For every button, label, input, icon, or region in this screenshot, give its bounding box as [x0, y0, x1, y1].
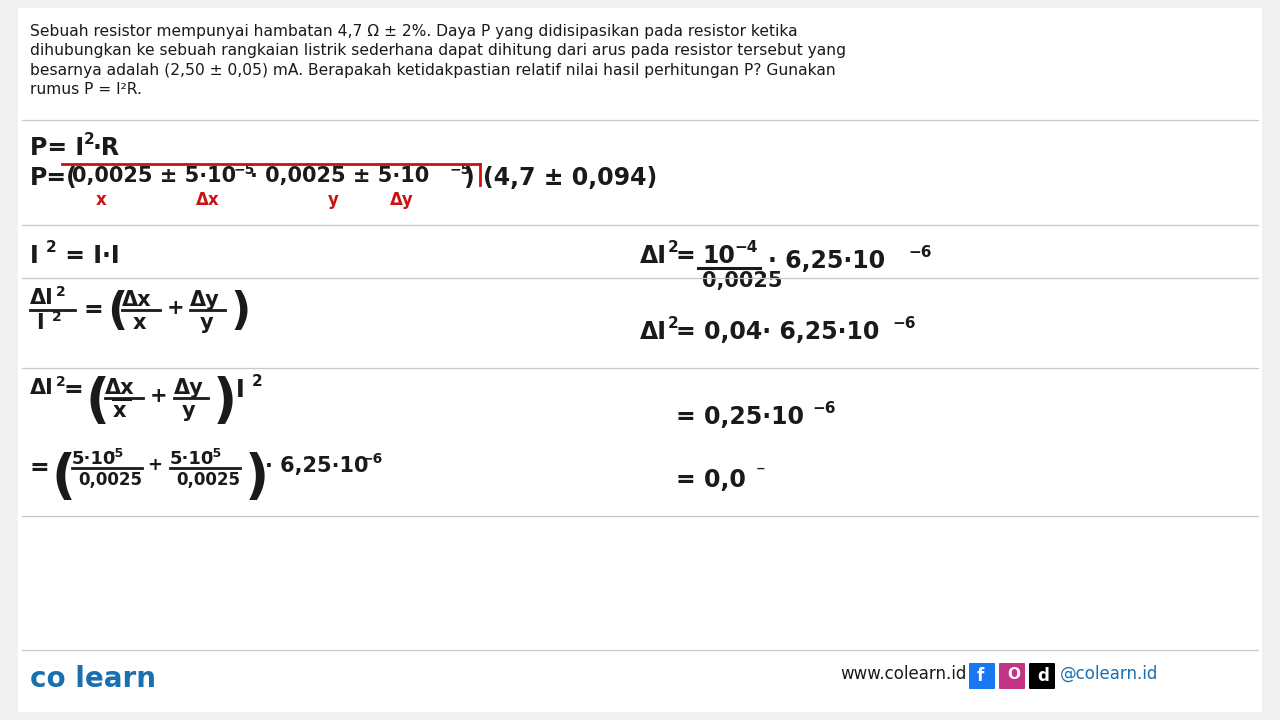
- Text: P=(: P=(: [29, 166, 78, 190]
- Text: 2: 2: [52, 310, 61, 324]
- Text: −6: −6: [812, 401, 836, 416]
- Text: 10: 10: [701, 244, 735, 268]
- Text: =: =: [64, 378, 83, 402]
- Text: Sebuah resistor mempunyai hambatan 4,7 Ω ± 2%. Daya P yang didisipasikan pada re: Sebuah resistor mempunyai hambatan 4,7 Ω…: [29, 24, 797, 39]
- Text: @colearn.id: @colearn.id: [1060, 665, 1158, 683]
- Text: · 6,25·10: · 6,25·10: [265, 456, 369, 476]
- Text: x: x: [133, 313, 146, 333]
- Text: · 6,25·10: · 6,25·10: [768, 249, 886, 273]
- Text: Δx: Δx: [196, 191, 220, 209]
- Text: P= I: P= I: [29, 136, 84, 160]
- Text: ) (4,7 ± 0,094): ) (4,7 ± 0,094): [465, 166, 657, 190]
- Text: Δx: Δx: [122, 290, 151, 310]
- Text: =: =: [84, 298, 104, 322]
- Text: =: =: [29, 456, 50, 480]
- Text: 2: 2: [84, 132, 95, 147]
- Text: +: +: [166, 298, 184, 318]
- Text: Δy: Δy: [390, 191, 413, 209]
- Text: ΔI: ΔI: [29, 378, 54, 398]
- Text: = 0,0: = 0,0: [676, 468, 746, 492]
- Text: = 0,04· 6,25·10: = 0,04· 6,25·10: [676, 320, 879, 344]
- Text: y: y: [328, 191, 339, 209]
- Text: 2: 2: [56, 285, 65, 299]
- Text: ): ): [230, 290, 251, 333]
- Text: ): ): [212, 376, 237, 428]
- Text: 2: 2: [252, 374, 262, 389]
- FancyBboxPatch shape: [1029, 663, 1055, 689]
- Text: Δy: Δy: [174, 378, 204, 398]
- Text: dihubungkan ke sebuah rangkaian listrik sederhana dapat dihitung dari arus pada : dihubungkan ke sebuah rangkaian listrik …: [29, 43, 846, 58]
- Text: ): ): [244, 452, 269, 504]
- Text: (: (: [52, 452, 76, 504]
- Text: +: +: [150, 386, 168, 406]
- FancyBboxPatch shape: [998, 663, 1025, 689]
- Text: I: I: [36, 313, 44, 333]
- Text: Δx: Δx: [105, 378, 134, 398]
- Text: −6: −6: [908, 245, 932, 260]
- Text: O: O: [1007, 667, 1020, 682]
- Text: besarnya adalah (2,50 ± 0,05) mA. Berapakah ketidakpastian relatif nilai hasil p: besarnya adalah (2,50 ± 0,05) mA. Berapa…: [29, 63, 836, 78]
- Text: I: I: [236, 378, 244, 402]
- Text: 5·10: 5·10: [72, 450, 116, 468]
- Text: (: (: [108, 290, 128, 333]
- Text: 0,0025 ± 5·10: 0,0025 ± 5·10: [72, 166, 236, 186]
- Text: ΔI: ΔI: [640, 244, 667, 268]
- Text: 2: 2: [46, 240, 56, 255]
- Text: −6: −6: [362, 452, 383, 466]
- Text: =: =: [676, 244, 696, 268]
- Text: +: +: [147, 456, 163, 474]
- Text: I: I: [29, 244, 38, 268]
- Text: x: x: [96, 191, 106, 209]
- Text: ·R: ·R: [93, 136, 120, 160]
- Text: f: f: [977, 667, 984, 685]
- Text: 2: 2: [668, 240, 678, 255]
- Text: · 0,0025 ± 5·10: · 0,0025 ± 5·10: [250, 166, 429, 186]
- Text: = I·I: = I·I: [58, 244, 119, 268]
- Text: 2: 2: [56, 375, 65, 389]
- FancyBboxPatch shape: [969, 663, 995, 689]
- Text: 0,0025: 0,0025: [78, 471, 142, 489]
- Text: ⁻: ⁻: [756, 464, 765, 482]
- Text: y: y: [200, 313, 214, 333]
- Text: ΔI: ΔI: [640, 320, 667, 344]
- Text: −6: −6: [892, 316, 915, 331]
- Text: www.colearn.id: www.colearn.id: [840, 665, 966, 683]
- Text: 2: 2: [668, 316, 678, 331]
- Text: −5: −5: [451, 163, 471, 177]
- Text: 5·10: 5·10: [170, 450, 214, 468]
- Text: co learn: co learn: [29, 665, 156, 693]
- Text: d: d: [1037, 667, 1048, 685]
- Text: −5: −5: [234, 163, 256, 177]
- Text: = 0,25·10: = 0,25·10: [676, 405, 804, 429]
- Text: −5: −5: [204, 447, 223, 460]
- Text: ΔI: ΔI: [29, 288, 54, 308]
- Text: x: x: [113, 401, 127, 421]
- Text: −5: −5: [105, 447, 124, 460]
- Text: y: y: [182, 401, 196, 421]
- Text: (: (: [84, 376, 109, 428]
- Text: −4: −4: [733, 240, 758, 255]
- Text: 0,0025: 0,0025: [177, 471, 241, 489]
- Text: Δy: Δy: [189, 290, 220, 310]
- Text: rumus P = I²R.: rumus P = I²R.: [29, 83, 142, 97]
- Text: 0,0025: 0,0025: [701, 271, 782, 291]
